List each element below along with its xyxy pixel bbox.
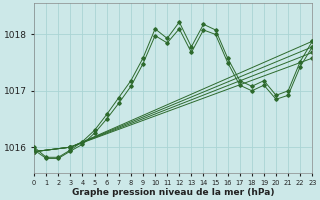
X-axis label: Graphe pression niveau de la mer (hPa): Graphe pression niveau de la mer (hPa) — [72, 188, 275, 197]
